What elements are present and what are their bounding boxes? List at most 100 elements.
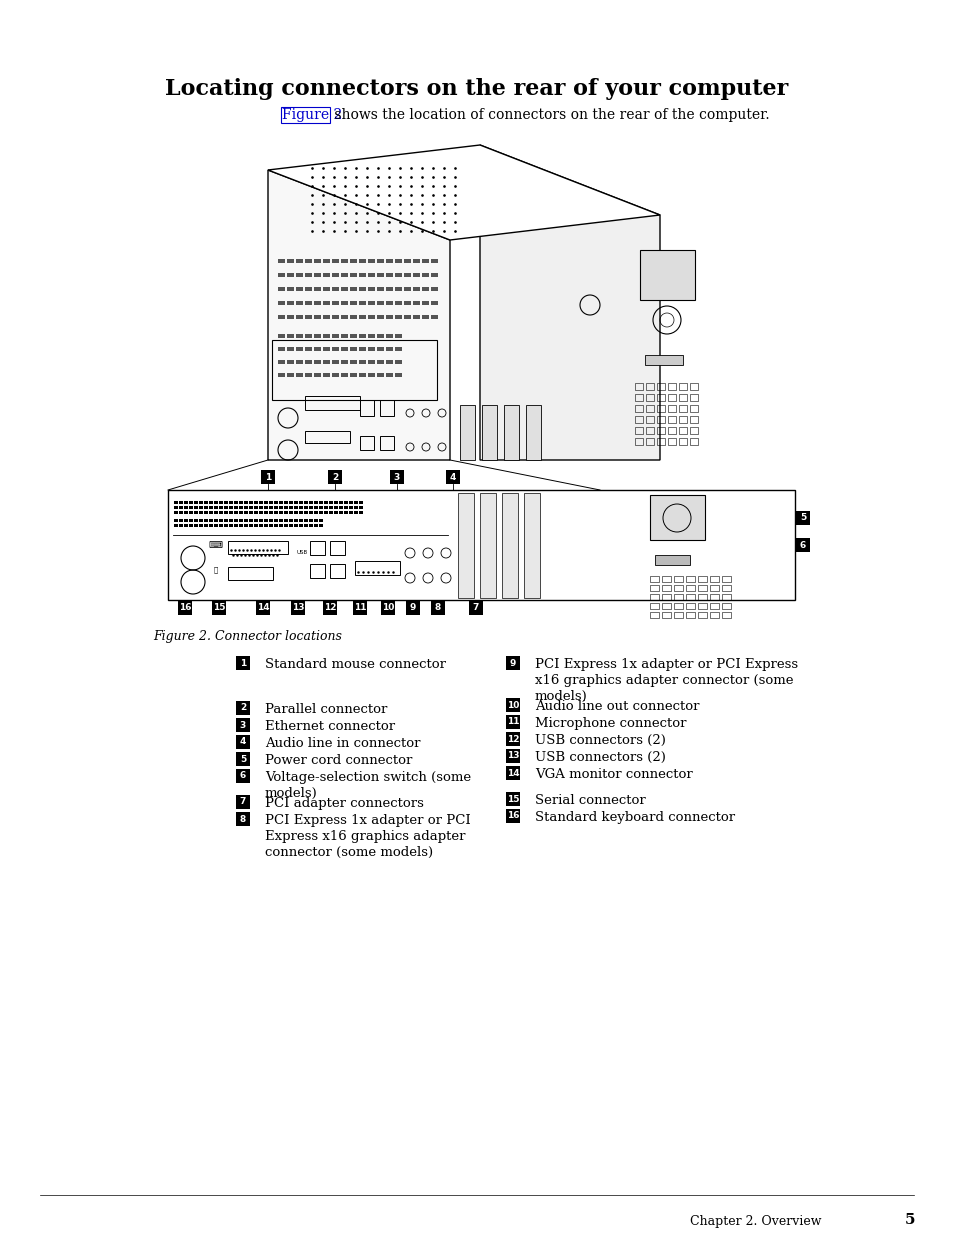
Bar bbox=[179, 524, 183, 527]
Text: Microphone connector: Microphone connector bbox=[535, 718, 686, 730]
Bar bbox=[457, 493, 474, 598]
Bar bbox=[213, 506, 218, 509]
Polygon shape bbox=[268, 170, 450, 459]
Bar bbox=[224, 519, 228, 522]
Text: shows the location of connectors on the rear of the computer.: shows the location of connectors on the … bbox=[330, 107, 769, 122]
Bar bbox=[459, 405, 475, 459]
Bar bbox=[318, 524, 323, 527]
Bar bbox=[645, 383, 654, 390]
Bar bbox=[287, 373, 294, 377]
Bar bbox=[323, 301, 330, 305]
Bar bbox=[329, 501, 333, 504]
Bar bbox=[272, 340, 436, 400]
Bar bbox=[295, 273, 303, 277]
Bar bbox=[679, 427, 686, 433]
Bar bbox=[661, 585, 670, 592]
Bar bbox=[358, 506, 363, 509]
Bar bbox=[305, 396, 359, 410]
Bar bbox=[277, 359, 285, 364]
Bar bbox=[277, 301, 285, 305]
Text: 11: 11 bbox=[354, 604, 366, 613]
Bar bbox=[657, 438, 664, 445]
Bar bbox=[332, 315, 338, 319]
Bar bbox=[314, 501, 317, 504]
Text: 3: 3 bbox=[394, 473, 399, 482]
Bar bbox=[334, 501, 337, 504]
Text: 16: 16 bbox=[506, 811, 518, 820]
Bar bbox=[657, 383, 664, 390]
Bar bbox=[395, 273, 401, 277]
Bar bbox=[689, 405, 698, 412]
Bar bbox=[323, 347, 330, 351]
Bar bbox=[645, 438, 654, 445]
Bar bbox=[355, 561, 399, 576]
Text: 8: 8 bbox=[435, 604, 440, 613]
Bar bbox=[698, 585, 706, 592]
Text: 1: 1 bbox=[239, 658, 246, 667]
Bar bbox=[358, 333, 366, 338]
Bar bbox=[289, 519, 293, 522]
Text: 3: 3 bbox=[239, 720, 246, 730]
Bar bbox=[294, 519, 297, 522]
Bar bbox=[395, 287, 401, 291]
Bar bbox=[277, 259, 285, 263]
Bar bbox=[318, 519, 323, 522]
Bar bbox=[304, 501, 308, 504]
Bar bbox=[209, 501, 213, 504]
Bar bbox=[344, 511, 348, 514]
Bar bbox=[189, 511, 193, 514]
Bar bbox=[184, 501, 188, 504]
Bar bbox=[395, 259, 401, 263]
Bar bbox=[350, 373, 356, 377]
Bar bbox=[213, 501, 218, 504]
Text: 14: 14 bbox=[506, 768, 518, 778]
Bar bbox=[309, 511, 313, 514]
Bar bbox=[721, 603, 730, 609]
Bar bbox=[284, 506, 288, 509]
Text: USB connectors (2): USB connectors (2) bbox=[535, 734, 665, 747]
Bar bbox=[406, 601, 419, 615]
Bar bbox=[795, 511, 809, 525]
Bar bbox=[204, 501, 208, 504]
Bar bbox=[332, 333, 338, 338]
Bar bbox=[649, 613, 659, 618]
Bar bbox=[295, 333, 303, 338]
Bar bbox=[284, 524, 288, 527]
Bar bbox=[358, 373, 366, 377]
Bar bbox=[295, 359, 303, 364]
Bar bbox=[358, 347, 366, 351]
Bar bbox=[376, 259, 384, 263]
Bar bbox=[229, 501, 233, 504]
Bar bbox=[349, 506, 353, 509]
Bar bbox=[376, 373, 384, 377]
Bar bbox=[340, 315, 348, 319]
Bar bbox=[264, 519, 268, 522]
Bar bbox=[332, 273, 338, 277]
Bar bbox=[310, 541, 325, 555]
Bar bbox=[269, 519, 273, 522]
Bar bbox=[305, 333, 312, 338]
Bar bbox=[505, 656, 519, 671]
Bar bbox=[354, 511, 357, 514]
Bar bbox=[294, 506, 297, 509]
Bar bbox=[380, 601, 395, 615]
Text: 8: 8 bbox=[239, 815, 246, 824]
Bar bbox=[295, 347, 303, 351]
Bar bbox=[277, 347, 285, 351]
Bar bbox=[395, 301, 401, 305]
Bar bbox=[376, 273, 384, 277]
Bar bbox=[338, 501, 343, 504]
Bar bbox=[233, 519, 237, 522]
Bar bbox=[505, 809, 519, 823]
Bar bbox=[685, 585, 695, 592]
Bar bbox=[199, 524, 203, 527]
Bar bbox=[523, 493, 539, 598]
Bar bbox=[709, 576, 719, 582]
Bar bbox=[431, 315, 437, 319]
Bar bbox=[368, 301, 375, 305]
Bar bbox=[209, 506, 213, 509]
Bar bbox=[395, 333, 401, 338]
Bar bbox=[305, 347, 312, 351]
Bar bbox=[294, 511, 297, 514]
Bar bbox=[323, 287, 330, 291]
